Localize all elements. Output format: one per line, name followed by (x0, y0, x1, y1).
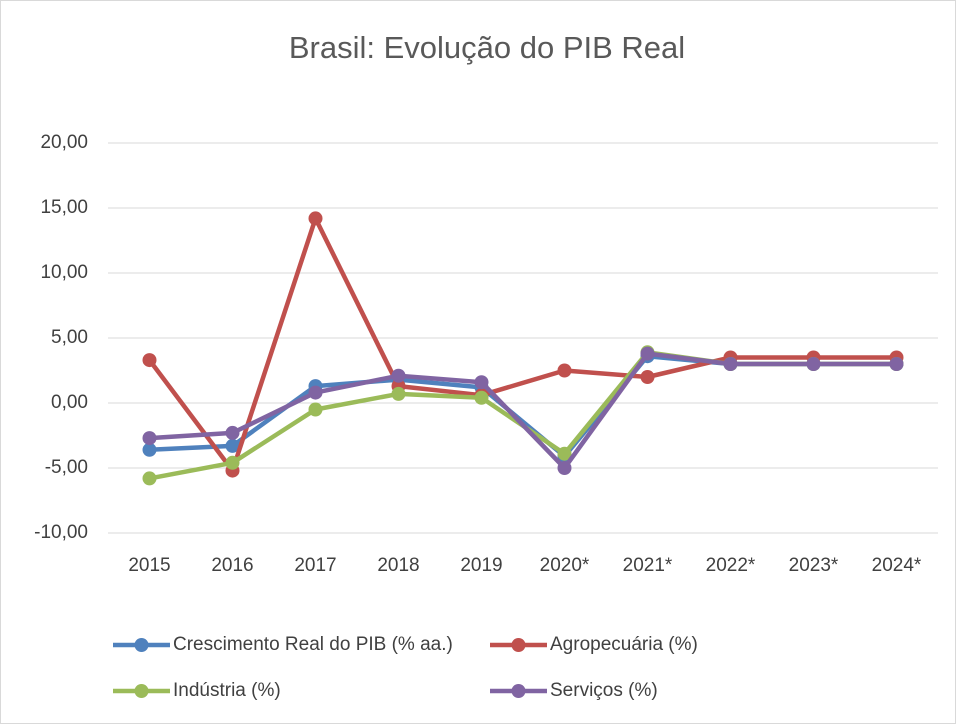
data-point (142, 471, 157, 486)
x-tick-label: 2022* (706, 555, 756, 576)
chart-title: Brasil: Evolução do PIB Real (289, 30, 685, 65)
data-point (308, 211, 323, 226)
data-point (889, 357, 904, 371)
y-tick-label: 5,00 (51, 327, 88, 348)
x-tick-label: 2020* (540, 555, 590, 576)
y-tick-label: 20,00 (40, 132, 88, 153)
data-point (723, 357, 738, 371)
data-point (225, 438, 240, 453)
data-point (142, 442, 157, 457)
series-line (149, 351, 897, 471)
y-tick-label: 0,00 (51, 392, 88, 413)
data-point (474, 390, 489, 405)
data-point (225, 455, 240, 470)
y-tick-label: 15,00 (40, 197, 88, 218)
x-tick-label: 2018 (377, 555, 419, 576)
data-point (308, 385, 323, 400)
data-point (225, 425, 240, 440)
series-line (147, 216, 897, 473)
data-point (474, 375, 489, 390)
legend-label: Indústria (%) (173, 680, 281, 701)
legend-label: Crescimento Real do PIB (% aa.) (173, 634, 453, 655)
data-point (557, 363, 572, 378)
legend-label: Agropecuária (%) (550, 634, 698, 655)
legend-marker (134, 638, 149, 652)
data-point (557, 446, 572, 461)
data-point (640, 370, 655, 384)
data-point (308, 402, 323, 417)
legend-marker (134, 684, 149, 698)
legend-marker (511, 638, 526, 652)
x-tick-label: 2017 (294, 555, 336, 576)
x-tick-label: 2016 (211, 555, 253, 576)
data-point (557, 461, 572, 475)
legend-label: Serviços (%) (550, 680, 658, 701)
data-point (391, 368, 406, 383)
x-tick-label: 2023* (789, 555, 839, 576)
x-tick-label: 2019 (460, 555, 502, 576)
legend-marker (511, 684, 526, 698)
x-tick-label: 2021* (623, 555, 673, 576)
data-point (142, 431, 157, 446)
data-point (806, 357, 821, 371)
x-tick-label: 2015 (128, 555, 170, 576)
data-point (640, 346, 655, 361)
data-point (142, 353, 157, 368)
data-point (391, 386, 406, 401)
y-tick-label: 10,00 (40, 262, 88, 283)
x-tick-label: 2024* (872, 555, 922, 576)
y-tick-label: -5,00 (45, 457, 88, 478)
y-tick-label: -10,00 (34, 522, 88, 543)
